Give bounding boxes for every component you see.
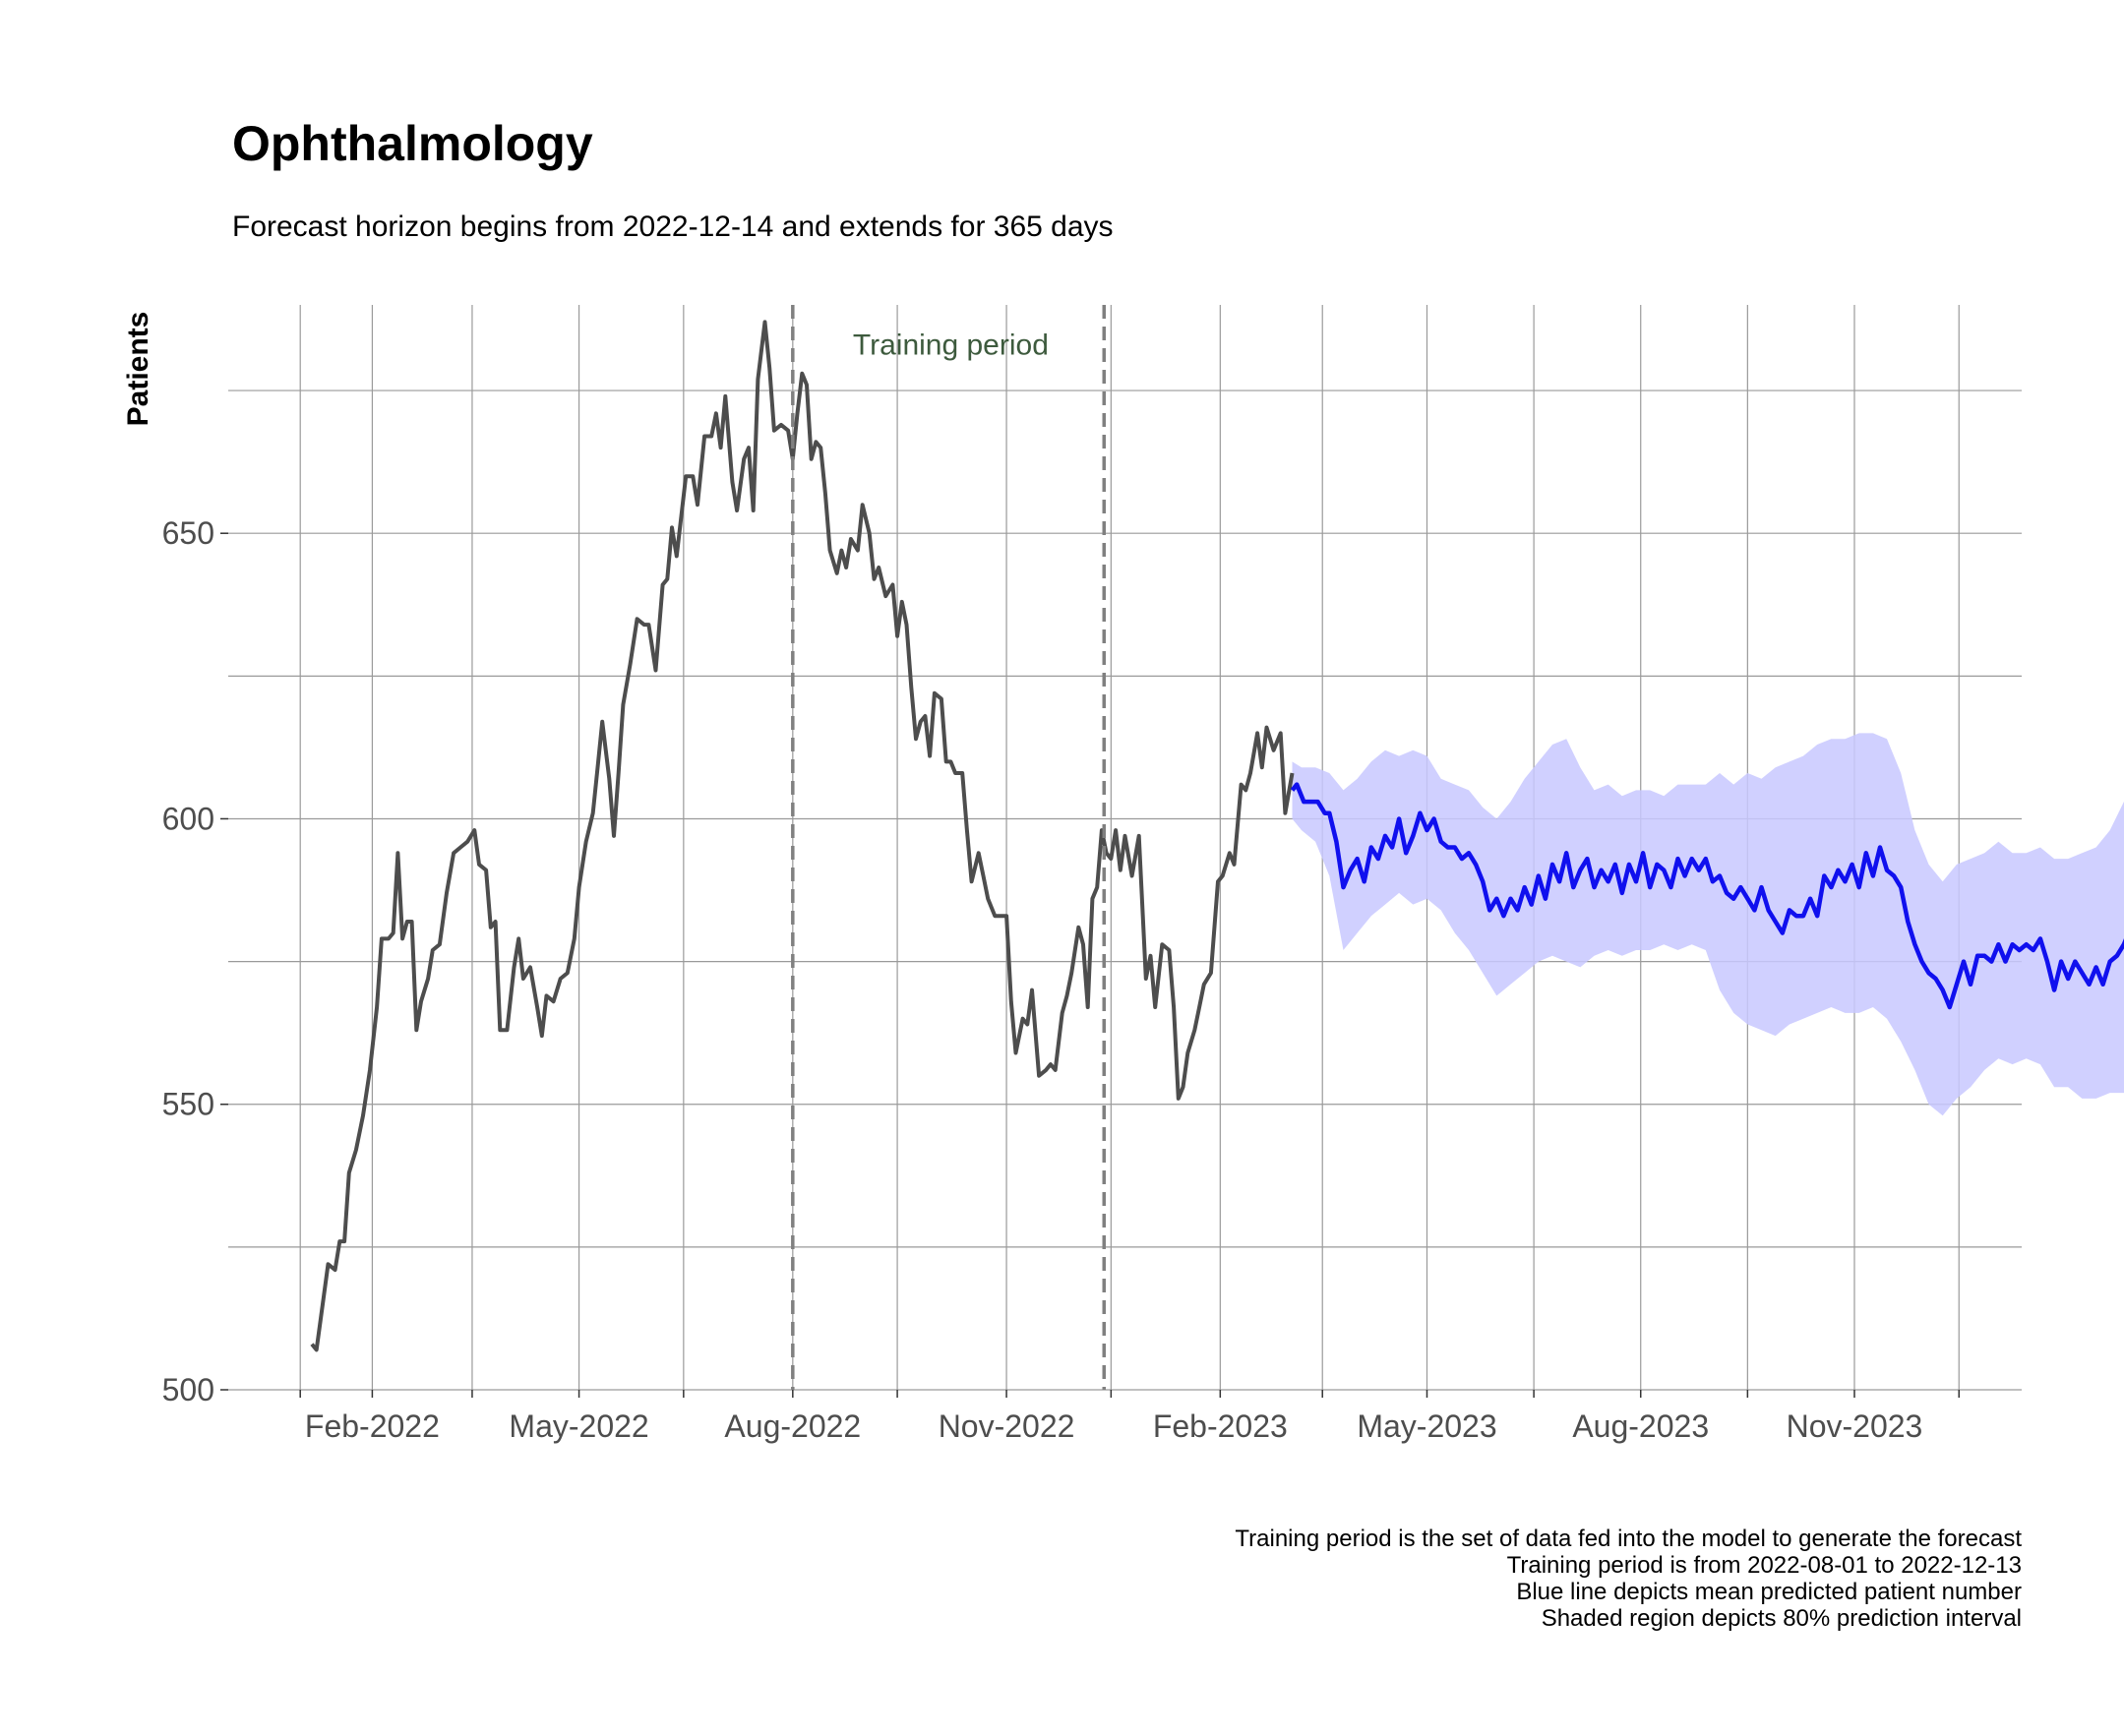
training-period-label: Training period [853, 329, 1049, 362]
y-tick-label: 650 [162, 515, 214, 551]
y-axis-label: Patients [122, 312, 154, 427]
caption-line: Training period is from 2022-08-01 to 20… [1507, 1552, 2022, 1579]
caption-line: Training period is the set of data fed i… [1235, 1526, 2022, 1552]
y-tick-label: 600 [162, 801, 214, 836]
x-tick-label: Feb-2023 [1153, 1408, 1288, 1444]
y-tick-label: 550 [162, 1087, 214, 1122]
x-tick-label: May-2023 [1357, 1408, 1496, 1444]
x-tick-label: May-2022 [509, 1408, 648, 1444]
chart-subtitle: Forecast horizon begins from 2022-12-14 … [232, 210, 1114, 243]
history-line [310, 320, 1295, 1352]
caption-line: Blue line depicts mean predicted patient… [1516, 1579, 2022, 1605]
x-tick-label: Aug-2023 [1572, 1408, 1709, 1444]
prediction-interval [1292, 733, 2124, 1116]
x-tick-label: Feb-2022 [305, 1408, 440, 1444]
axes: 500 550 600 650 Feb-2022 May-2022 Aug-2022 Nov-… [162, 515, 1960, 1444]
forecast-line [1290, 782, 2124, 1010]
series-lines [310, 320, 2124, 1352]
caption: Training period is the set of data fed i… [1235, 1526, 2022, 1632]
caption-line: Shaded region depicts 80% prediction int… [1542, 1605, 2022, 1632]
interval-band [1292, 733, 2124, 1116]
x-tick-label: Nov-2023 [1787, 1408, 1923, 1444]
x-tick-label: Nov-2022 [939, 1408, 1075, 1444]
y-tick-label: 500 [162, 1372, 214, 1407]
x-tick-label: Aug-2022 [724, 1408, 861, 1444]
chart-title: Ophthalmology [232, 116, 593, 171]
training-period-lines [791, 305, 1106, 1390]
